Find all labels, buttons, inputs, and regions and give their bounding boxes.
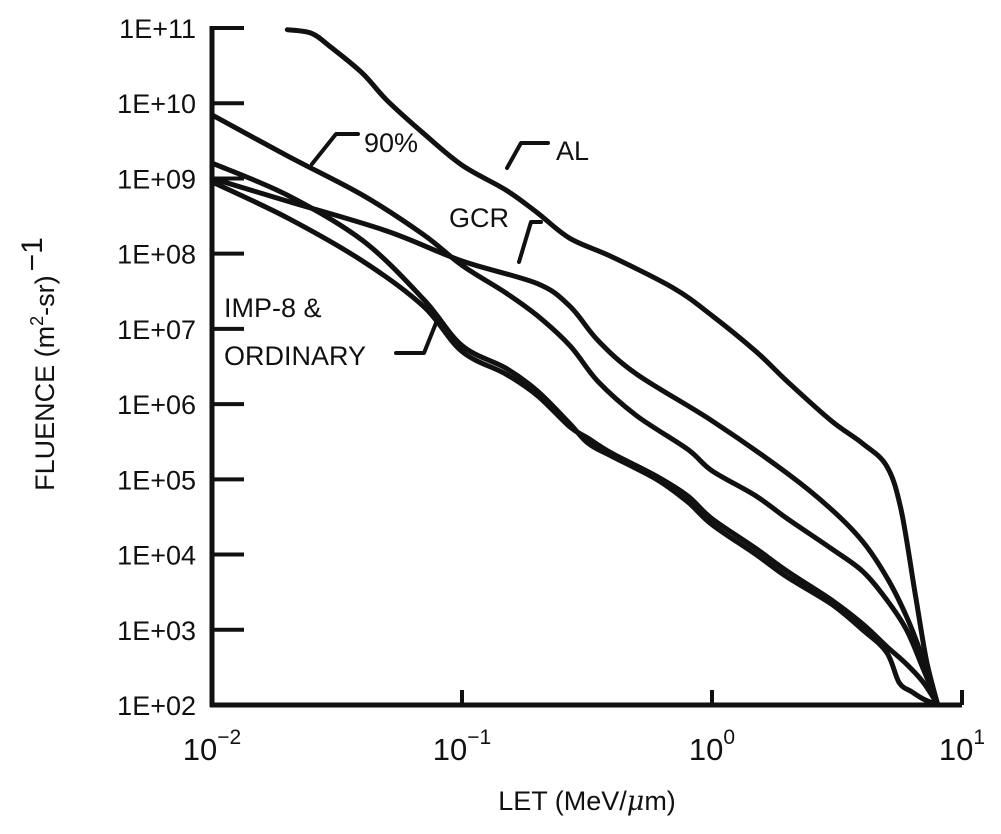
- x-tick-base: 10: [689, 732, 723, 767]
- leader-imp8: [394, 316, 440, 355]
- leader-90pct: [310, 132, 360, 166]
- x-tick-exponent: 0: [723, 726, 735, 749]
- x-ticks: 10−2 10−1 100 101: [183, 690, 985, 767]
- series-line-imp-8: [209, 160, 941, 708]
- y-tick-label: 1E+04: [117, 541, 196, 571]
- y-tick-label: 1E+11: [119, 14, 196, 44]
- series-line-al: [284, 27, 941, 708]
- y-tick-label: 1E+10: [117, 89, 196, 119]
- x-axis-title-prefix: LET (MeV/: [498, 786, 627, 816]
- x-tick-exponent: 1: [973, 726, 985, 749]
- y-axis-title-prefix: FLUENCE (m: [30, 326, 60, 491]
- annotation-leaders: [310, 132, 550, 355]
- series-line-ordinary: [209, 179, 941, 708]
- y-tick-label: 1E+02: [117, 691, 196, 721]
- y-axis-title-mid: -sr): [30, 275, 60, 315]
- annotation-imp8: IMP-8 &: [224, 293, 322, 323]
- annotation-al: AL: [556, 136, 589, 166]
- series-line-90: [209, 112, 941, 708]
- annotation-ordinary: ORDINARY: [224, 341, 366, 371]
- x-tick-exponent: −2: [217, 726, 241, 749]
- series-line-gcr: [209, 175, 941, 708]
- x-tick-label: 10−2: [183, 726, 241, 767]
- annotation-90pct: 90%: [364, 128, 418, 158]
- y-axis-title: FLUENCE (m2-sr) −1: [16, 237, 60, 491]
- x-tick-label: 10−1: [433, 726, 491, 767]
- x-axis-title-suffix: m): [644, 786, 675, 816]
- x-tick-label: 100: [689, 726, 735, 767]
- x-tick-base: 10: [939, 732, 973, 767]
- x-axis-title: LET (MeV/μm): [498, 786, 676, 817]
- annotation-gcr: GCR: [449, 203, 509, 233]
- y-tick-label: 1E+07: [117, 315, 196, 345]
- x-tick-base: 10: [183, 732, 217, 767]
- y-tick-label: 1E+03: [117, 616, 196, 646]
- y-tick-label: 1E+08: [117, 240, 196, 270]
- x-tick-exponent: −1: [467, 726, 491, 749]
- y-tick-label: 1E+06: [117, 390, 196, 420]
- x-tick-label: 101: [939, 726, 985, 767]
- x-axis-title-mu: μ: [627, 786, 645, 817]
- y-ticks: 1E+11 1E+10 1E+09 1E+08 1E+07 1E+06 1E+05 1E+04…: [117, 14, 244, 721]
- series-lines: [209, 27, 941, 708]
- y-axis-title-tail: −1: [16, 237, 49, 271]
- leader-gcr: [517, 220, 543, 264]
- y-tick-label: 1E+05: [117, 465, 196, 495]
- x-tick-base: 10: [433, 732, 467, 767]
- leader-al: [505, 141, 550, 170]
- y-tick-label: 1E+09: [117, 164, 196, 194]
- y-axis-title-sup: 2: [27, 316, 47, 326]
